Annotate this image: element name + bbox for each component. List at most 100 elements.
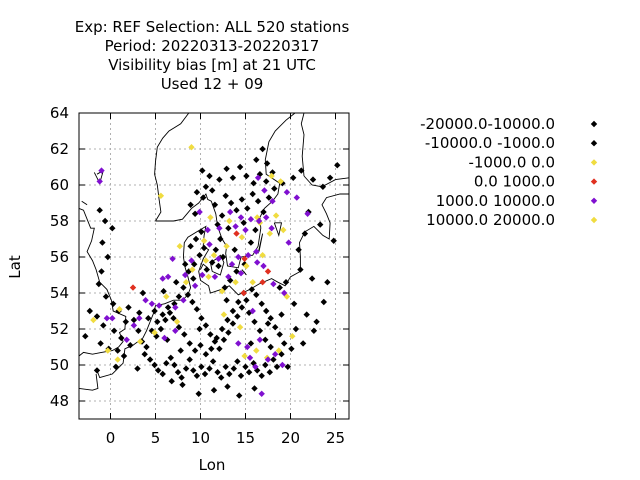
point-s2-9 <box>243 262 250 270</box>
point-s1-201 <box>224 383 231 390</box>
point-s4-53 <box>215 255 222 262</box>
point-s1-132 <box>249 190 256 198</box>
point-s1-79 <box>184 291 192 298</box>
point-s1-16 <box>114 347 121 354</box>
point-s4-38 <box>279 361 286 369</box>
point-s1-55 <box>270 356 277 363</box>
point-s1-24 <box>146 356 154 363</box>
point-s4-19 <box>269 198 276 205</box>
point-s1-163 <box>334 162 341 169</box>
point-s1-62 <box>263 307 270 315</box>
point-s1-3 <box>99 239 106 246</box>
point-s4-0 <box>96 178 103 185</box>
point-s1-199 <box>195 390 202 397</box>
point-s1-72 <box>216 345 223 352</box>
point-s1-12 <box>110 327 118 334</box>
point-s1-175 <box>303 311 310 318</box>
point-s1-101 <box>224 316 231 324</box>
point-s1-153 <box>253 156 260 163</box>
point-s2-4 <box>200 237 208 244</box>
point-s2-26 <box>104 347 111 354</box>
point-s1-19 <box>130 316 138 324</box>
point-s1-34 <box>186 356 193 363</box>
point-s1-178 <box>288 345 295 352</box>
point-s1-22 <box>143 343 150 351</box>
point-s1-78 <box>189 298 196 306</box>
point-s4-13 <box>216 225 223 232</box>
point-s1-147 <box>206 172 213 180</box>
point-s4-24 <box>304 210 311 217</box>
chart-title-line-3: Visibility bias [m] at 21 UTC <box>108 56 316 74</box>
point-s1-106 <box>251 318 258 325</box>
chart-title-line-1: Exp: REF Selection: ALL 520 stations <box>75 18 350 36</box>
y-tick-label-1: 50 <box>50 356 69 374</box>
legend-marker-3 <box>590 178 598 185</box>
point-s2-19 <box>275 347 282 354</box>
x-tick-label-1: 5 <box>151 429 161 447</box>
point-s1-174 <box>290 300 298 307</box>
point-s1-194 <box>252 226 259 234</box>
point-s2-38 <box>223 243 230 250</box>
y-tick-label-6: 60 <box>50 176 69 194</box>
point-s1-168 <box>295 246 302 253</box>
point-s1-109 <box>267 343 274 351</box>
point-s4-28 <box>228 261 236 268</box>
point-s2-16 <box>268 172 275 180</box>
point-s1-45 <box>230 365 237 372</box>
point-s1-102 <box>229 307 237 315</box>
point-s1-215 <box>264 320 272 327</box>
point-s1-192 <box>231 246 238 253</box>
point-s1-144 <box>216 176 223 183</box>
coastline-6 <box>273 222 283 238</box>
point-s1-107 <box>256 327 264 334</box>
point-s1-25 <box>151 361 158 369</box>
point-s1-137 <box>263 178 270 185</box>
coastline-12 <box>81 200 88 206</box>
point-s1-141 <box>236 163 244 171</box>
point-s1-20 <box>135 327 142 334</box>
point-s4-21 <box>254 174 262 181</box>
point-s1-108 <box>262 336 269 343</box>
point-s1-135 <box>265 194 273 201</box>
y-tick-label-2: 52 <box>50 320 69 338</box>
point-s1-68 <box>234 313 241 320</box>
point-s1-172 <box>282 279 290 286</box>
point-s2-25 <box>173 318 181 325</box>
point-s1-171 <box>324 279 331 286</box>
x-tick-label-5: 25 <box>326 429 345 447</box>
point-s4-17 <box>255 217 263 225</box>
point-s1-76 <box>198 315 205 322</box>
point-s1-18 <box>125 304 132 311</box>
point-s1-184 <box>151 307 158 315</box>
grid-lines <box>79 113 349 419</box>
point-s1-149 <box>193 189 201 196</box>
point-s1-97 <box>202 351 210 358</box>
point-s4-34 <box>244 343 251 351</box>
point-s1-11 <box>100 322 107 329</box>
point-s1-28 <box>163 360 170 367</box>
x-tick-label-0: 0 <box>106 429 116 447</box>
point-s1-113 <box>200 244 208 252</box>
point-s4-41 <box>169 255 176 262</box>
point-s1-125 <box>218 212 226 219</box>
point-s2-15 <box>277 178 284 185</box>
point-s4-1 <box>98 167 105 174</box>
point-s1-119 <box>209 259 216 266</box>
point-s1-74 <box>207 331 214 338</box>
point-s1-213 <box>223 297 230 304</box>
point-s4-48 <box>232 223 239 230</box>
legend-label-1: -10000.0 -1000.0 <box>425 134 555 152</box>
point-s1-118 <box>203 266 210 273</box>
point-s1-33 <box>182 365 190 372</box>
point-s1-80 <box>180 284 187 291</box>
coastline-8 <box>241 269 247 276</box>
point-s1-47 <box>237 372 245 379</box>
point-s4-2 <box>109 315 116 322</box>
point-s1-84 <box>162 316 169 324</box>
legend-label-5: 10000.0 20000.0 <box>426 211 555 229</box>
point-s1-98 <box>208 345 215 352</box>
point-s2-27 <box>114 356 121 363</box>
point-s1-154 <box>259 145 266 153</box>
point-s2-2 <box>157 192 165 199</box>
legend-marker-0 <box>590 120 598 128</box>
